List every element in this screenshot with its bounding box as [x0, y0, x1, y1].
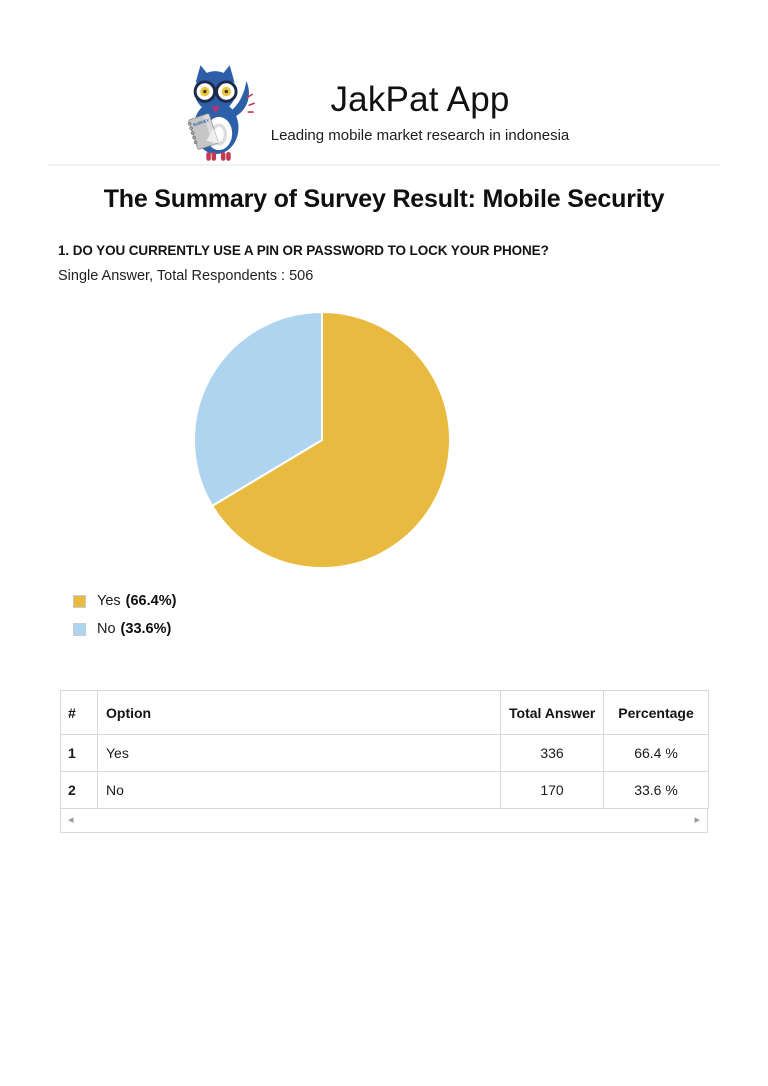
row-total: 336	[500, 734, 604, 772]
owl-glasses-icon	[193, 80, 238, 103]
page-title: The Summary of Survey Result: Mobile Sec…	[103, 185, 665, 213]
header: JakPat App Leading mobile market researc…	[220, 80, 620, 144]
scroll-right-icon[interactable]: ▸	[694, 814, 700, 826]
app-tagline: Leading mobile market research in indone…	[270, 127, 570, 144]
motion-dashes-icon	[246, 93, 255, 113]
table-header-row: # Option Total Answer Percentage	[60, 690, 709, 735]
scroll-left-icon[interactable]: ◂	[68, 814, 74, 826]
row-num: 2	[60, 771, 98, 809]
chart-legend: Yes (66.4%) No (33.6%)	[73, 591, 176, 647]
legend-value: (33.6%)	[120, 621, 172, 637]
owl-beak	[211, 106, 220, 114]
notepad-label: SURVEY	[192, 117, 210, 127]
row-option: Yes	[97, 734, 501, 772]
question-title: 1. DO YOU CURRENTLY USE A PIN OR PASSWOR…	[58, 243, 549, 258]
owl-wing	[226, 80, 249, 118]
row-percentage: 66.4 %	[603, 734, 709, 772]
column-header-num: #	[60, 690, 98, 735]
app-title: JakPat App	[330, 80, 510, 119]
column-header-total: Total Answer	[500, 690, 604, 735]
owl-ear-left	[195, 65, 210, 83]
legend-swatch-no	[73, 622, 86, 636]
results-table: # Option Total Answer Percentage 1 Yes 3…	[60, 690, 709, 809]
column-header-percentage: Percentage	[603, 690, 709, 735]
legend-label: Yes	[97, 593, 121, 609]
column-header-option: Option	[97, 690, 501, 735]
legend-item-yes: Yes (66.4%)	[73, 591, 176, 611]
row-total: 170	[500, 771, 604, 809]
legend-item-no: No (33.6%)	[73, 619, 176, 639]
survey-notepad: SURVEY	[187, 113, 219, 150]
legend-label: No	[97, 621, 116, 637]
row-percentage: 33.6 %	[603, 771, 709, 809]
header-divider	[48, 164, 720, 166]
question-meta: Single Answer, Total Respondents : 506	[58, 268, 314, 284]
owl-ear-right	[220, 65, 235, 83]
legend-swatch-yes	[73, 594, 86, 608]
legend-value: (66.4%)	[125, 593, 177, 609]
row-num: 1	[60, 734, 98, 772]
pie-slice-no	[193, 310, 323, 508]
results-table-container: # Option Total Answer Percentage 1 Yes 3…	[60, 690, 709, 833]
jakpat-owl-logo: SURVEY	[187, 65, 255, 161]
pie-slice-yes	[210, 310, 451, 569]
table-row: 1 Yes 336 66.4 %	[60, 734, 709, 772]
row-option: No	[97, 771, 501, 809]
horizontal-scrollbar[interactable]: ◂ ▸	[60, 809, 708, 833]
owl-feet	[206, 152, 231, 161]
table-row: 2 No 170 33.6 %	[60, 771, 709, 809]
pie-chart	[193, 310, 451, 569]
